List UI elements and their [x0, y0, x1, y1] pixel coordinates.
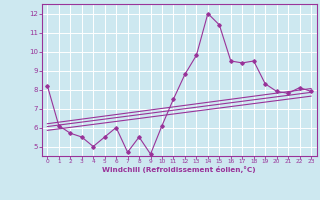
X-axis label: Windchill (Refroidissement éolien,°C): Windchill (Refroidissement éolien,°C)	[102, 166, 256, 173]
